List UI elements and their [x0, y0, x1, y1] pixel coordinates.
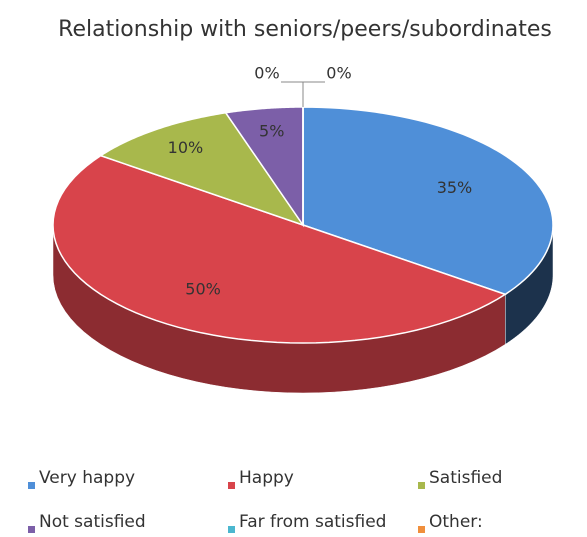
- legend-swatch: [228, 482, 235, 489]
- legend-swatch: [418, 526, 425, 533]
- legend-label: Happy: [239, 468, 294, 488]
- legend-label: Far from satisfied: [239, 512, 386, 532]
- leader-line: [302, 81, 325, 107]
- legend-label: Other:: [429, 512, 483, 532]
- legend-label: Not satisfied: [39, 512, 146, 532]
- data-label: 5%: [259, 121, 284, 140]
- chart-title: Relationship with seniors/peers/subordin…: [58, 17, 552, 42]
- legend-label: Satisfied: [429, 468, 502, 488]
- data-label: 35%: [437, 178, 473, 197]
- legend-swatch: [28, 482, 35, 489]
- data-label: 0%: [326, 64, 351, 83]
- pie-slice: [52, 154, 508, 344]
- leader-line: [281, 81, 304, 107]
- legend-swatch: [28, 526, 35, 533]
- pie-slice: [302, 106, 554, 296]
- legend-label: Very happy: [39, 468, 135, 488]
- legend-swatch: [228, 526, 235, 533]
- data-label: 0%: [254, 64, 279, 83]
- data-label: 10%: [168, 138, 204, 157]
- pie-slice: [99, 111, 305, 227]
- data-label: 50%: [185, 279, 221, 298]
- legend-swatch: [418, 482, 425, 489]
- pie-slice: [224, 106, 304, 228]
